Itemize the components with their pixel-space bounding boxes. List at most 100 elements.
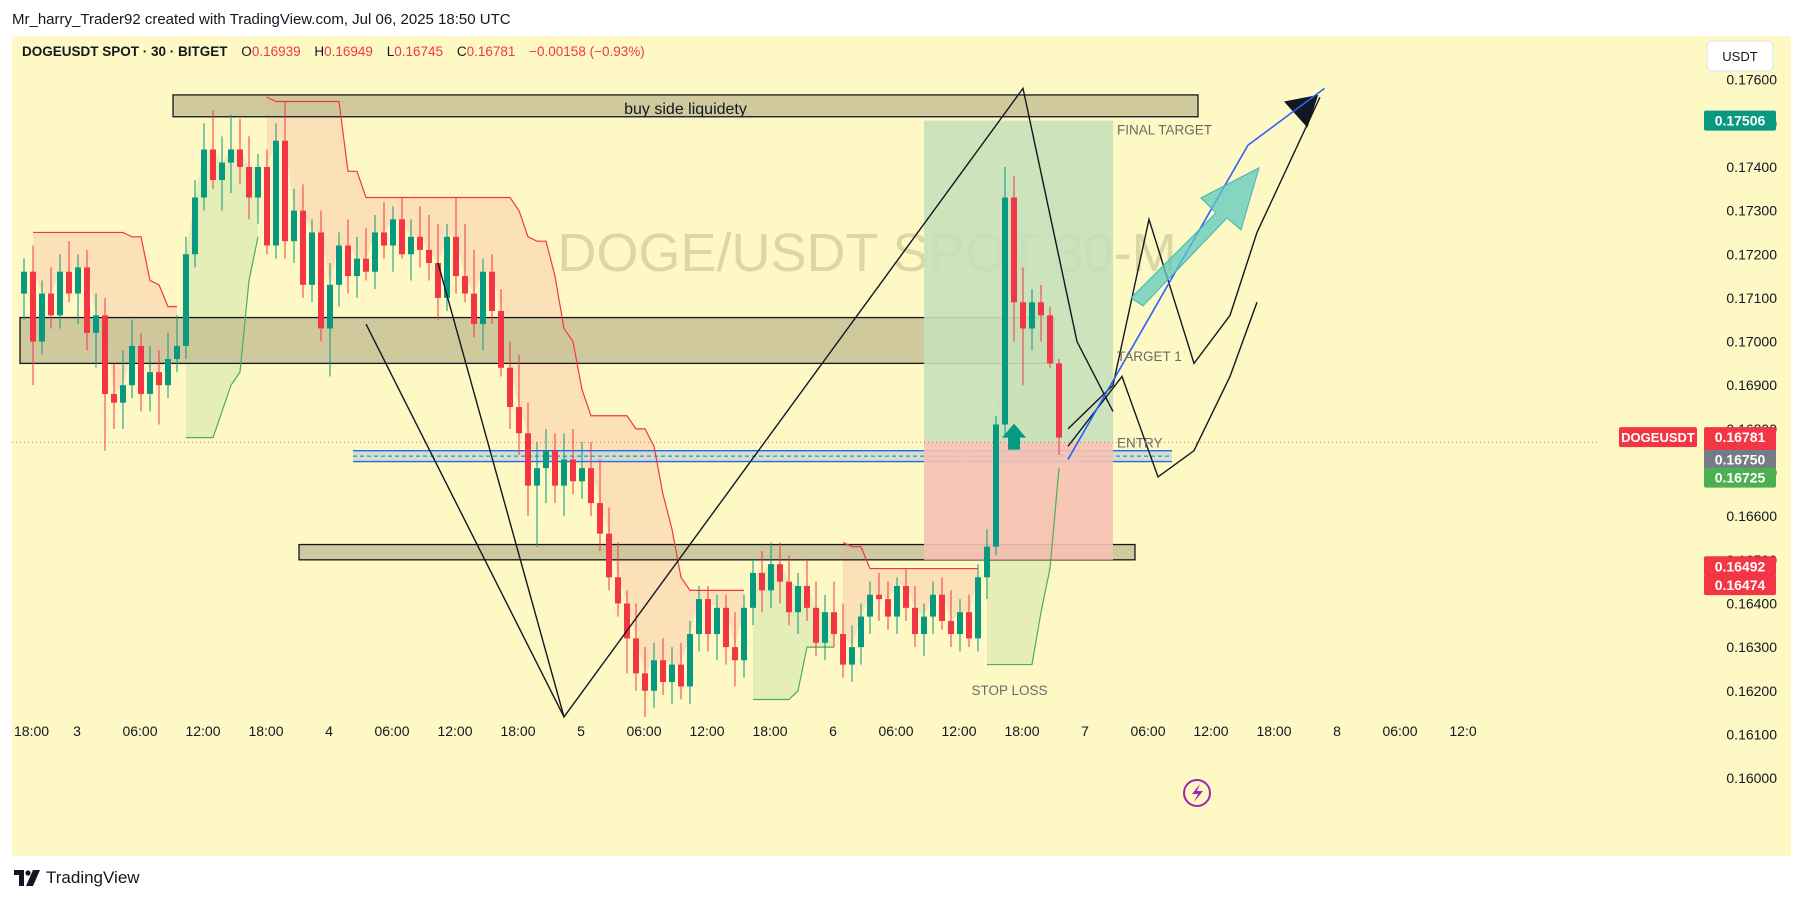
time-tick-label: 18:00 [14, 723, 49, 739]
candle-body [903, 586, 909, 608]
candle-body [282, 140, 288, 242]
symbol-badge [1619, 427, 1697, 448]
legend-c-value: 0.16781 [467, 44, 516, 59]
legend-h-label: H [314, 44, 324, 59]
stop-loss-label: STOP LOSS [971, 683, 1047, 698]
candle-body [876, 594, 882, 600]
candle-body [840, 634, 846, 665]
lightning-icon-bolt [1192, 784, 1203, 802]
time-tick-label: 06:00 [122, 723, 157, 739]
candle-body [966, 612, 972, 639]
candle-body [714, 607, 720, 635]
last-price-value: 0.16781 [1715, 429, 1766, 445]
position-tool [12, 120, 1599, 560]
candle-body [561, 459, 567, 486]
candle-body [660, 660, 666, 683]
candle-body [723, 607, 729, 648]
candle-body [543, 450, 549, 469]
price-tick-label: 0.16200 [1726, 683, 1777, 699]
final-target-label: FINAL TARGET [1117, 123, 1212, 138]
candle-body [984, 546, 990, 578]
candle-body [453, 236, 459, 277]
candle-body [1047, 315, 1053, 364]
candle-body [120, 385, 126, 403]
candle-body [804, 586, 810, 608]
candle-body [687, 634, 693, 687]
price-tick-label: 0.16900 [1726, 377, 1777, 393]
supertrend-lines [33, 96, 1060, 701]
candle-body [1056, 363, 1062, 438]
projection-arrowhead [1284, 94, 1319, 128]
price-axis-background [1479, 36, 1791, 813]
candle-body [678, 664, 684, 687]
time-tick-label: 06:00 [1382, 723, 1417, 739]
candle-body [741, 607, 747, 661]
lightning-icon[interactable] [1183, 779, 1211, 807]
currency-button-frame [1706, 40, 1774, 72]
legend-symbol: DOGEUSDT SPOT · 30 · BITGET [22, 44, 228, 59]
time-tick-label: 12:00 [185, 723, 220, 739]
price-tick-label: 0.16600 [1726, 508, 1777, 524]
candle-body [759, 572, 765, 591]
price-tick-label: 0.16000 [1726, 770, 1777, 786]
plot-background [12, 36, 1479, 813]
candle-body [84, 267, 90, 333]
time-tick-label: 5 [577, 723, 585, 739]
candle-body [1020, 302, 1026, 329]
time-tick-label: 18:00 [248, 723, 283, 739]
lightning-icon-ring [1183, 779, 1211, 807]
time-tick-label: 12:00 [437, 723, 472, 739]
price-badge-value: 0.16750 [1715, 452, 1766, 468]
price-badge [1704, 449, 1776, 470]
candle-body [93, 315, 99, 333]
candle-body [552, 450, 558, 486]
candle-body [39, 293, 45, 342]
time-tick-label: 18:00 [1256, 723, 1291, 739]
stop-area [924, 442, 1113, 560]
time-tick-label: 12:00 [1193, 723, 1228, 739]
candle-body [525, 433, 531, 486]
candle-body [597, 503, 603, 534]
candle-body [615, 577, 621, 604]
candle-body [300, 210, 306, 285]
candle-body [75, 267, 81, 294]
candle-body [471, 293, 477, 325]
bullish-arrow [1130, 166, 1260, 307]
footer-bar: TradingView [0, 856, 1803, 901]
tradingview-logo[interactable]: TradingView [14, 868, 140, 888]
candle-body [174, 345, 180, 360]
tradingview-logo-icon [14, 870, 40, 886]
price-badge [1704, 110, 1776, 131]
candle-body [138, 345, 144, 394]
candle-body [219, 162, 225, 181]
candle-body [975, 577, 981, 639]
entry-arrow-icon [1002, 423, 1026, 450]
candle-body [1011, 197, 1017, 303]
candle-body [165, 359, 171, 386]
candle-body [948, 620, 954, 635]
candle-body [111, 393, 117, 403]
candle-body [885, 599, 891, 617]
candle-body [489, 271, 495, 312]
time-tick-label: 06:00 [878, 723, 913, 739]
time-tick-label: 06:00 [374, 723, 409, 739]
price-tick-label: 0.17100 [1726, 290, 1777, 306]
candle-body [336, 245, 342, 285]
currency-button[interactable]: USDT [1706, 40, 1774, 72]
target-area [924, 120, 1113, 443]
price-tick-label: 0.16300 [1726, 639, 1777, 655]
candle-body [795, 586, 801, 613]
time-tick-label: 06:00 [626, 723, 661, 739]
attribution-text: Mr_harry_Trader92 created with TradingVi… [12, 11, 511, 28]
candle-body [1029, 302, 1035, 329]
candle-body [255, 166, 261, 198]
liquidity-label: buy side liquidety [624, 101, 747, 118]
price-badges: DOGEUSDT0.1678109:230.175060.167500.1672… [1619, 110, 1776, 596]
candle-body [462, 276, 468, 294]
supertrend-down-line [33, 231, 177, 308]
candle-body [228, 149, 234, 163]
time-tick-label: 12:00 [941, 723, 976, 739]
candle-body [894, 586, 900, 617]
legend-change: −0.00158 (−0.93%) [529, 44, 645, 59]
trading-chart[interactable]: DOGE/USDT SPOT 30-M buy side liquidetyFI… [12, 36, 1791, 856]
